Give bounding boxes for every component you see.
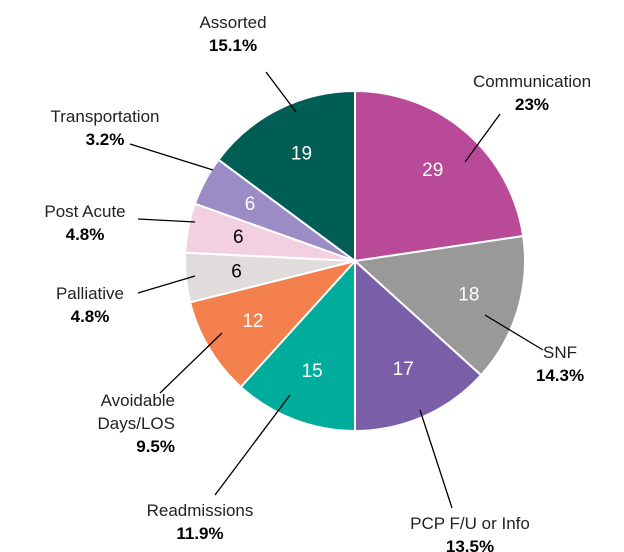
leader-line [464, 113, 501, 163]
percent-label: 3.2% [85, 130, 125, 149]
slice-value-label: 6 [245, 194, 256, 215]
percent-label: 4.8% [65, 225, 105, 244]
slice-value-label: 29 [422, 160, 443, 181]
percent-label: 23% [514, 95, 550, 114]
leader-line [129, 143, 214, 171]
percent-label: 15.1% [208, 36, 258, 55]
leader-line [265, 71, 297, 113]
slice-label: SNF 14.3% [505, 341, 615, 387]
slice-label: Communication 23% [440, 70, 624, 116]
pie-slice [239, 258, 356, 433]
percent-label: 11.9% [176, 524, 224, 543]
slice-label: Palliative 4.8% [35, 282, 145, 328]
category-name: SNF [543, 343, 577, 362]
percent-label: 4.8% [70, 307, 110, 326]
category-name: Avoidable Days/LOS [97, 391, 175, 433]
pie-slice [354, 258, 483, 433]
slice-label: Transportation 3.2% [25, 105, 185, 151]
leader-line [214, 394, 291, 496]
pie-slice [217, 89, 356, 263]
slice-value-label: 6 [231, 262, 242, 283]
slice-label: Assorted 15.1% [163, 11, 303, 57]
percent-label: 13.5% [445, 537, 495, 552]
category-name: Transportation [50, 107, 160, 126]
slice-value-label: 17 [393, 359, 414, 380]
slice-value-label: 19 [291, 144, 312, 165]
leader-line [137, 275, 196, 294]
leader-line [137, 218, 196, 223]
leader-line [159, 332, 223, 394]
category-name: Palliative [55, 284, 125, 303]
leader-line [419, 409, 453, 509]
slice-label: Post Acute 4.8% [20, 200, 150, 246]
slice-value-label: 18 [458, 285, 479, 306]
slice-value-label: 15 [302, 361, 323, 382]
category-name: Readmissions [146, 501, 254, 520]
slice-value-label: 6 [233, 227, 244, 248]
category-name: Assorted [199, 13, 267, 32]
leader-line [484, 314, 544, 351]
slice-value-label: 12 [242, 311, 263, 332]
category-name: Communication [472, 72, 592, 91]
category-name: Post Acute [44, 202, 126, 221]
category-name: PCP F/U or Info [410, 514, 530, 533]
pie-slice [354, 89, 525, 263]
slice-label: PCP F/U or Info 13.5% [385, 512, 555, 552]
pie-slice [352, 234, 526, 377]
slice-label: Readmissions 11.9% [130, 499, 270, 545]
slice-label: Avoidable Days/LOS 9.5% [60, 389, 175, 458]
percent-label: 14.3% [535, 366, 585, 385]
percent-label: 9.5% [136, 437, 175, 456]
